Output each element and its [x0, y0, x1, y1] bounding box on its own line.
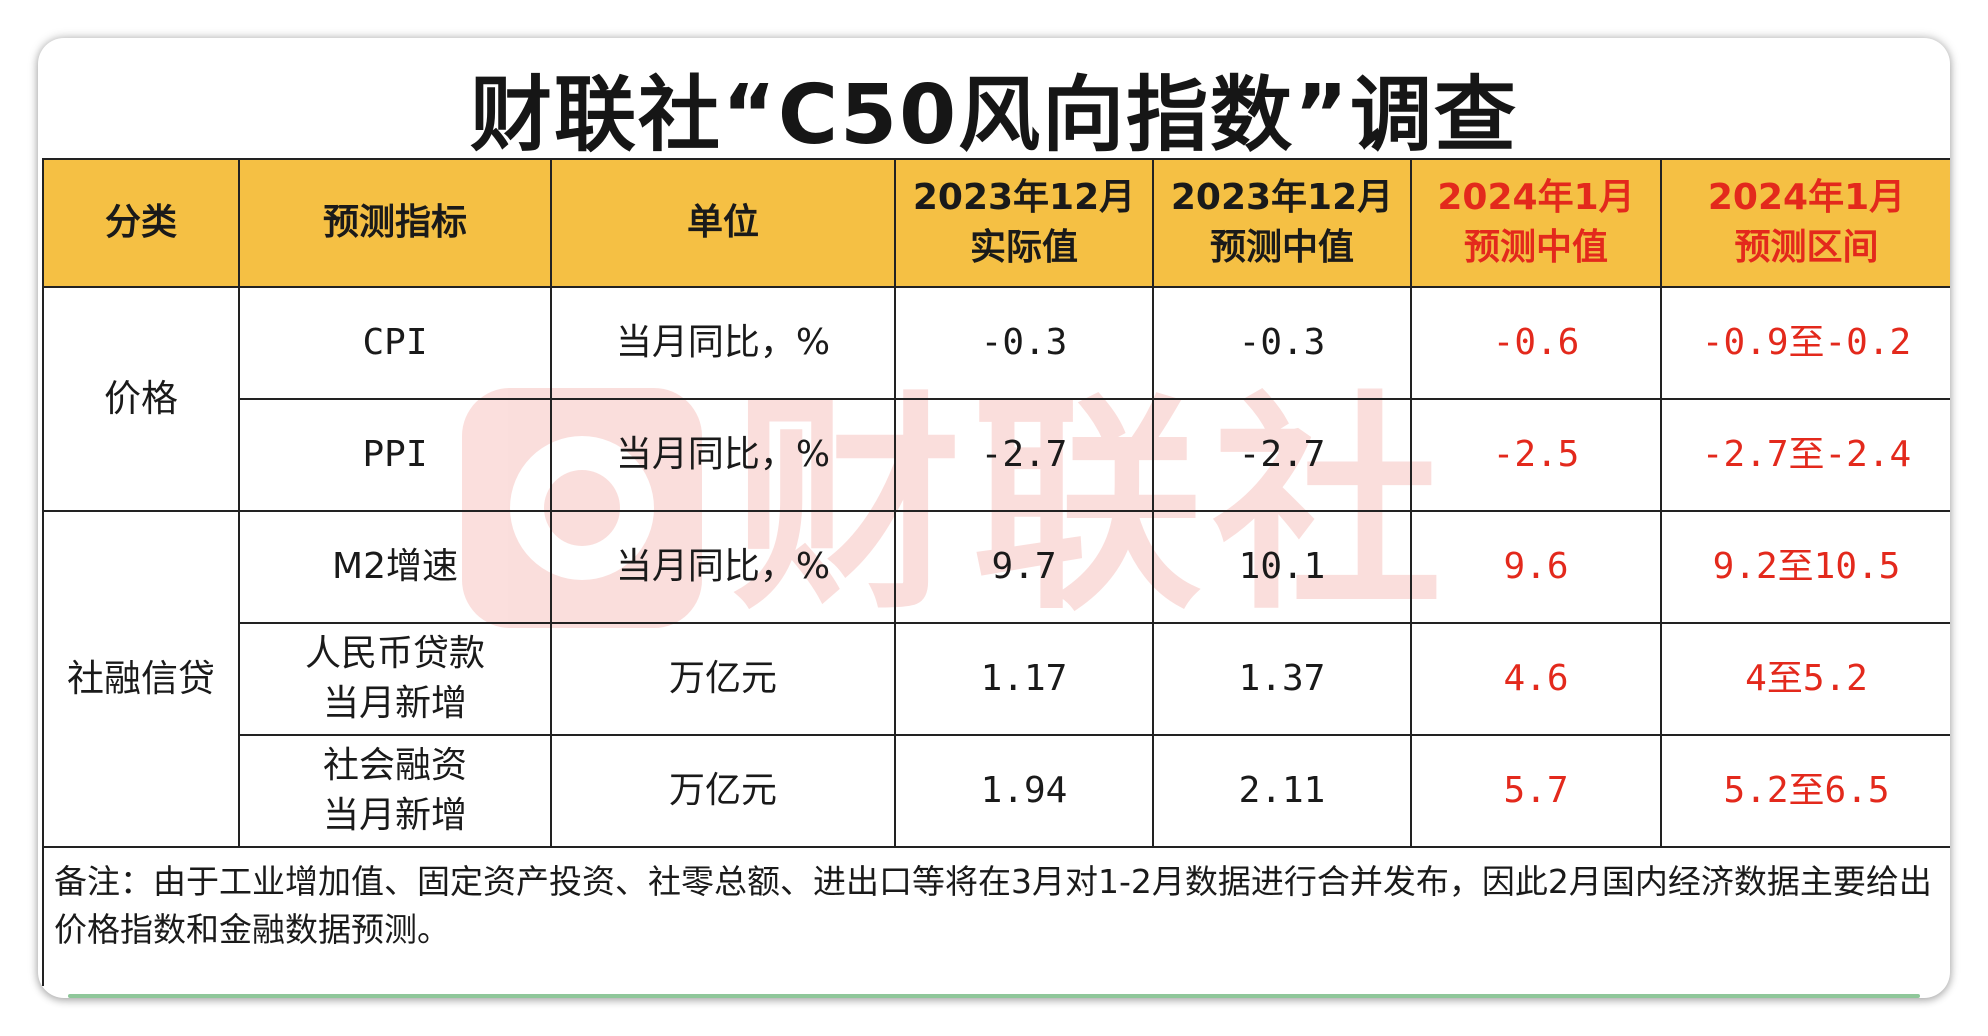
unit-cell: 万亿元	[550, 734, 896, 848]
header-line: 单位	[686, 202, 759, 243]
table-wrap: 财联社 分类 预测指标 单位 2023年12月 实际值 2023年12月 预测中值	[42, 158, 1950, 998]
actual-cell: -0.3	[894, 286, 1154, 400]
range-forecast-cell: -2.7至-2.4	[1660, 398, 1950, 512]
header-actual-2023-12: 2023年12月 实际值	[894, 158, 1154, 288]
header-line: 2023年12月	[1170, 177, 1394, 218]
header-line: 2023年12月	[912, 177, 1136, 218]
actual-cell: 1.17	[894, 622, 1154, 736]
median-prev-cell: -2.7	[1152, 398, 1412, 512]
header-category: 分类	[42, 158, 240, 288]
actual-cell: -2.7	[894, 398, 1154, 512]
header-range-2024-01: 2024年1月 预测区间	[1660, 158, 1950, 288]
range-forecast-cell: -0.9至-0.2	[1660, 286, 1950, 400]
header-median-2023-12: 2023年12月 预测中值	[1152, 158, 1412, 288]
indicator-cell: M2增速	[238, 510, 552, 624]
range-forecast-cell: 5.2至6.5	[1660, 734, 1950, 848]
category-cell: 社融信贷	[42, 510, 240, 848]
median-prev-cell: 1.37	[1152, 622, 1412, 736]
unit-cell: 当月同比，%	[550, 510, 896, 624]
header-median-2024-01: 2024年1月 预测中值	[1410, 158, 1662, 288]
table-row: 人民币贷款当月新增 万亿元 1.17 1.37 4.6 4至5.2	[43, 622, 1950, 736]
indicator-line: 当月新增	[322, 683, 467, 724]
median-prev-cell: -0.3	[1152, 286, 1412, 400]
indicator-cell: PPI	[238, 398, 552, 512]
page-title: 财联社“C50风向指数”调查	[469, 68, 1519, 163]
header-line: 预测中值	[1209, 227, 1354, 268]
note-row: 备注：由于工业增加值、固定资产投资、社零总额、进出口等将在3月对1-2月数据进行…	[42, 846, 1950, 986]
median-forecast-cell: 5.7	[1410, 734, 1662, 848]
forecast-table: 分类 预测指标 单位 2023年12月 实际值 2023年12月 预测中值 2024…	[42, 158, 1950, 986]
indicator-line: 社会融资	[322, 745, 467, 786]
median-forecast-cell: -2.5	[1410, 398, 1662, 512]
median-prev-cell: 10.1	[1152, 510, 1412, 624]
header-line: 2024年1月	[1707, 177, 1906, 218]
table-row: 社融信贷 M2增速 当月同比，% 9.7 10.1 9.6 9.2至10.5	[42, 510, 1950, 848]
indicator-cell: 社会融资 当月新增	[238, 734, 552, 848]
indicator-cell: 人民币贷款 当月新增	[238, 622, 552, 736]
survey-card: 财联社“C50风向指数”调查 财联社 分类 预测指标 单位 2023	[38, 38, 1950, 998]
median-forecast-cell: 9.6	[1410, 510, 1662, 624]
header-indicator: 预测指标	[238, 158, 552, 288]
table-row: PPI 当月同比，% -2.7 -2.7 -2.5 -2.7至-2.4	[43, 398, 1950, 512]
note-text: 备注：由于工业增加值、固定资产投资、社零总额、进出口等将在3月对1-2月数据进行…	[42, 846, 1950, 986]
actual-cell: 1.94	[894, 734, 1154, 848]
header-line: 分类	[104, 202, 177, 243]
table-row: 价格 CPI 当月同比，% -0.3 -0.3 -0.6 -0.9至-0.2	[42, 286, 1950, 512]
unit-cell: 万亿元	[550, 622, 896, 736]
category-cell: 价格	[42, 286, 240, 512]
median-forecast-cell: -0.6	[1410, 286, 1662, 400]
table-row: 社会融资当月新增 万亿元 1.94 2.11 5.7 5.2至6.5	[43, 734, 1950, 848]
indicator-cell: CPI	[238, 286, 552, 400]
header-row: 分类 预测指标 单位 2023年12月 实际值 2023年12月 预测中值 2024…	[42, 158, 1950, 288]
header-unit: 单位	[550, 158, 896, 288]
actual-cell: 9.7	[894, 510, 1154, 624]
range-forecast-cell: 9.2至10.5	[1660, 510, 1950, 624]
range-forecast-cell: 4至5.2	[1660, 622, 1950, 736]
header-line: 实际值	[969, 227, 1078, 268]
indicator-line: 当月新增	[322, 795, 467, 836]
header-line: 预测中值	[1463, 227, 1608, 268]
header-line: 2024年1月	[1437, 177, 1635, 218]
median-prev-cell: 2.11	[1152, 734, 1412, 848]
header-line: 预测区间	[1734, 227, 1879, 268]
indicator-line: 人民币贷款	[304, 633, 485, 674]
median-forecast-cell: 4.6	[1410, 622, 1662, 736]
header-line: 预测指标	[322, 202, 467, 243]
unit-cell: 当月同比，%	[550, 398, 896, 512]
unit-cell: 当月同比，%	[550, 286, 896, 400]
